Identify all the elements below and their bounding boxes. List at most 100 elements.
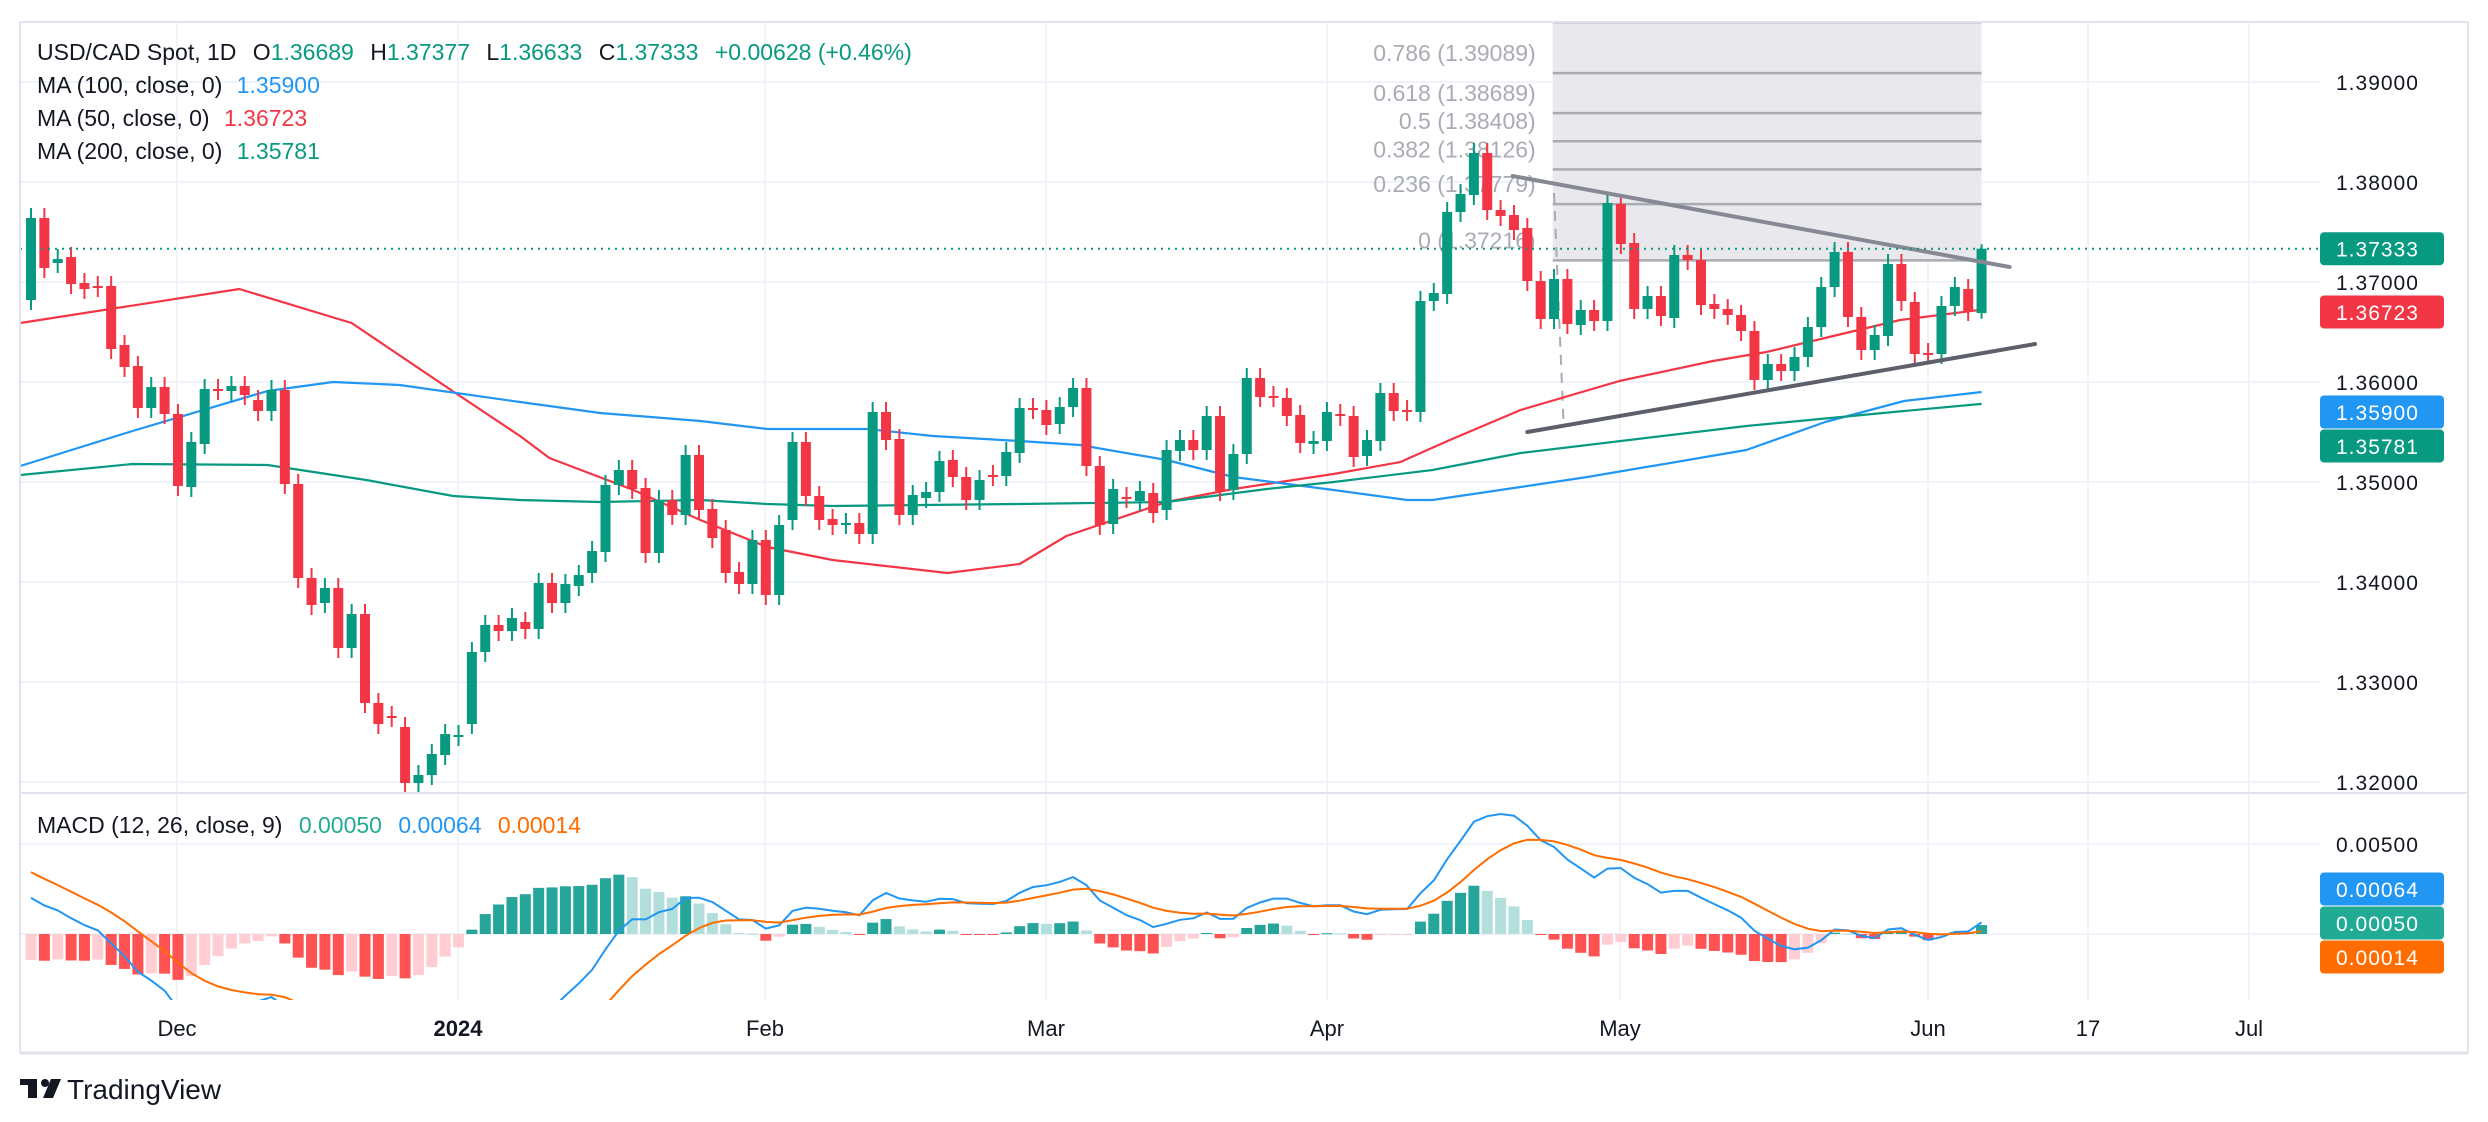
candle[interactable] [386, 706, 397, 727]
candle[interactable] [1669, 245, 1680, 328]
candle[interactable] [1094, 456, 1105, 535]
candle[interactable] [1174, 430, 1185, 461]
candle[interactable] [1121, 487, 1132, 508]
candle[interactable] [79, 273, 90, 299]
candle[interactable] [239, 376, 250, 405]
candle[interactable] [1068, 378, 1079, 417]
candle[interactable] [573, 565, 584, 596]
macd-line[interactable] [30, 812, 1983, 1122]
candle[interactable] [520, 612, 531, 639]
candle[interactable] [760, 530, 771, 605]
candle[interactable] [1949, 277, 1960, 316]
candle[interactable] [106, 276, 117, 359]
candle[interactable] [1308, 431, 1319, 454]
candle[interactable] [587, 541, 598, 583]
macd-signal-line[interactable] [30, 838, 1982, 1111]
candle[interactable] [506, 608, 517, 641]
candle[interactable] [734, 562, 745, 594]
tradingview-logo[interactable]: TradingView [20, 1074, 222, 1105]
candle[interactable] [921, 482, 932, 508]
candle[interactable] [867, 402, 878, 544]
candle[interactable] [1696, 250, 1706, 315]
candle[interactable] [1442, 202, 1453, 304]
candle[interactable] [613, 460, 624, 495]
candle[interactable] [1909, 292, 1920, 364]
candle[interactable] [827, 509, 838, 535]
candle[interactable] [961, 467, 972, 510]
candle[interactable] [854, 513, 865, 544]
lower-trendline[interactable] [1525, 342, 2037, 434]
candle[interactable] [1963, 279, 1974, 321]
candle[interactable] [400, 717, 411, 793]
symbol-legend[interactable]: USD/CAD Spot, 1D O1.36689 H1.37377 L1.36… [37, 39, 912, 164]
moving-average-line[interactable] [20, 380, 1982, 502]
candle[interactable] [894, 429, 905, 525]
candle[interactable] [1028, 398, 1038, 419]
candle[interactable] [226, 376, 237, 401]
candle[interactable] [132, 356, 143, 418]
candle[interactable] [1495, 200, 1506, 226]
candle[interactable] [1976, 244, 1987, 319]
candle[interactable] [1241, 368, 1252, 464]
macd-legend[interactable]: MACD (12, 26, close, 9) 0.00050 0.00064 … [37, 812, 581, 838]
candle[interactable] [1268, 386, 1279, 407]
candle[interactable] [306, 568, 317, 615]
price-pane[interactable]: 0.786 (1.39089) 0.618 (1.38689)0.5 (1.384… [20, 22, 2320, 793]
candle[interactable] [466, 642, 477, 734]
candle[interactable] [1762, 354, 1773, 390]
candle[interactable] [840, 513, 851, 534]
candle[interactable] [1148, 483, 1159, 523]
candle[interactable] [1188, 430, 1199, 460]
candle[interactable] [1869, 325, 1880, 360]
candle[interactable] [1362, 430, 1372, 466]
candle[interactable] [26, 208, 36, 310]
candle[interactable] [1482, 143, 1493, 220]
candle[interactable] [747, 530, 758, 594]
candle[interactable] [1321, 402, 1332, 451]
candle[interactable] [547, 573, 558, 613]
candle[interactable] [1455, 184, 1466, 222]
candle[interactable] [1522, 218, 1533, 291]
candle[interactable] [1108, 479, 1119, 534]
candle[interactable] [1161, 440, 1172, 520]
candle[interactable] [480, 615, 491, 662]
candle[interactable] [1001, 442, 1012, 486]
candle[interactable] [360, 604, 370, 713]
candle[interactable] [373, 693, 384, 734]
candle[interactable] [881, 402, 892, 450]
candle[interactable] [1041, 400, 1052, 435]
candle[interactable] [199, 379, 210, 454]
candle[interactable] [653, 490, 664, 563]
candle[interactable] [934, 451, 945, 502]
moving-average-line[interactable] [20, 287, 1982, 575]
candle[interactable] [1722, 299, 1733, 325]
candle[interactable] [493, 615, 504, 641]
candle[interactable] [1562, 269, 1573, 334]
price-axis[interactable]: 1.39000 1.38000 1.37000 1.36000 1.35000 1.340… [2320, 72, 2444, 795]
candle[interactable] [1829, 242, 1840, 297]
candle[interactable] [426, 744, 437, 785]
candle[interactable] [1789, 347, 1800, 381]
candle[interactable] [92, 276, 103, 297]
candle[interactable] [1375, 383, 1386, 451]
upper-trendline[interactable] [1510, 174, 2012, 269]
candle[interactable] [907, 485, 918, 525]
candle[interactable] [52, 249, 63, 273]
candle[interactable] [1228, 444, 1239, 500]
candle[interactable] [186, 432, 197, 497]
candle[interactable] [266, 380, 277, 421]
candle[interactable] [987, 465, 998, 486]
candle[interactable] [440, 724, 451, 765]
candle[interactable] [1468, 143, 1479, 205]
candle[interactable] [1388, 383, 1399, 421]
candle[interactable] [974, 470, 985, 510]
candle[interactable] [1348, 406, 1359, 467]
candle[interactable] [1936, 296, 1947, 364]
candle[interactable] [1535, 271, 1546, 329]
candle[interactable] [1802, 317, 1813, 367]
candle[interactable] [1255, 368, 1266, 407]
candle[interactable] [720, 520, 731, 583]
candle[interactable] [1883, 254, 1894, 346]
candle[interactable] [1776, 354, 1787, 381]
